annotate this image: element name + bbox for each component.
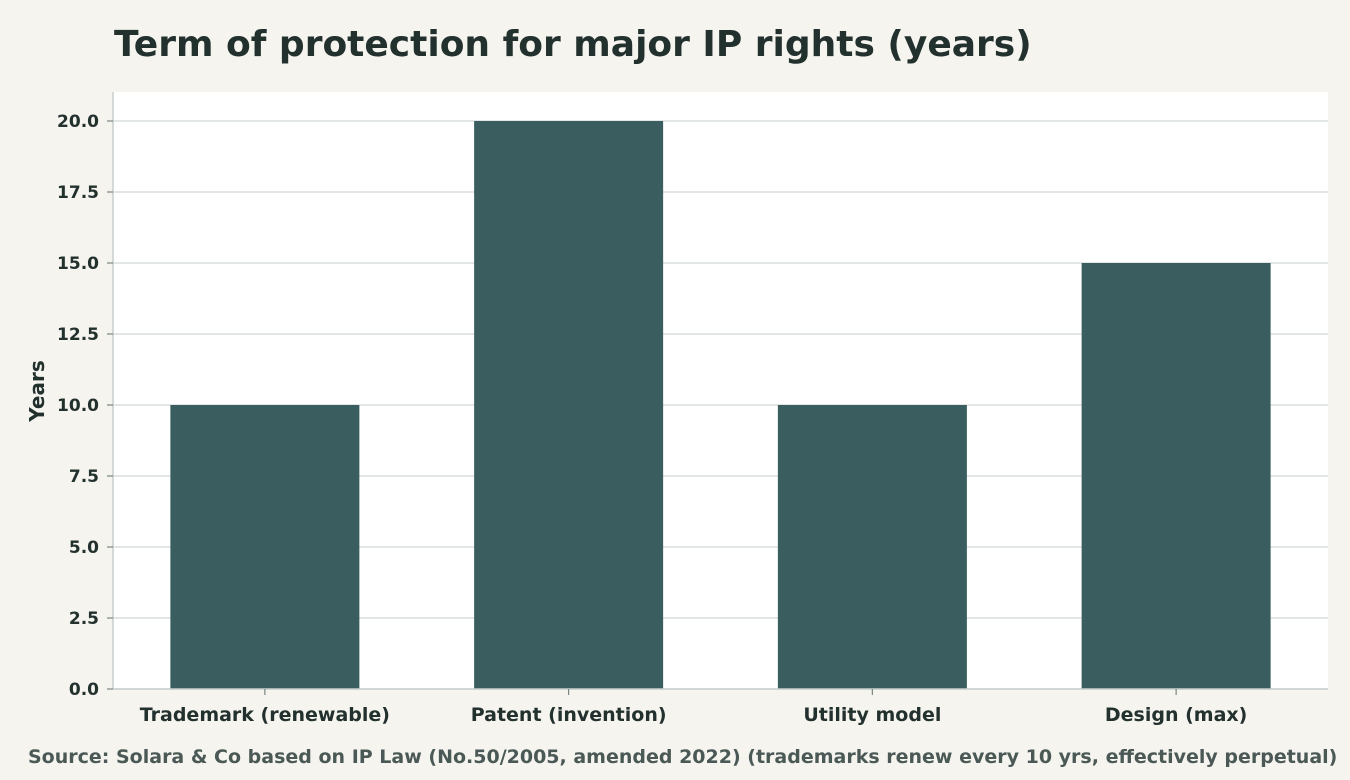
- x-axis-ticks: Trademark (renewable) Patent (invention) U…: [140, 689, 1247, 726]
- y-tick-label: 5.0: [69, 538, 99, 558]
- y-tick-label: 15.0: [57, 254, 99, 274]
- y-axis-ticks: 0.0 2.5 5.0 7.5 10.0 12.5 15.0 17.5 20.0: [57, 112, 113, 700]
- bar-3: [1081, 263, 1271, 689]
- bar-0: [170, 405, 360, 689]
- y-tick-label: 20.0: [57, 112, 99, 132]
- y-tick-label: 0.0: [69, 680, 99, 700]
- bar-2: [777, 405, 967, 689]
- y-tick-label: 17.5: [57, 183, 99, 203]
- bars: [170, 121, 1271, 689]
- y-tick-label: 7.5: [69, 467, 99, 487]
- source-note: Source: Solara & Co based on IP Law (No.…: [28, 746, 1337, 768]
- y-axis-label: Years: [25, 360, 49, 422]
- y-tick-label: 2.5: [69, 609, 99, 629]
- x-tick-label: Design (max): [1105, 704, 1247, 726]
- x-tick-label: Trademark (renewable): [140, 704, 390, 726]
- x-tick-label: Utility model: [803, 704, 941, 726]
- y-tick-label: 10.0: [57, 396, 99, 416]
- y-tick-label: 12.5: [57, 325, 99, 345]
- chart-title: Term of protection for major IP rights (…: [114, 24, 1032, 65]
- x-tick-label: Patent (invention): [471, 704, 667, 726]
- bar-1: [474, 121, 664, 689]
